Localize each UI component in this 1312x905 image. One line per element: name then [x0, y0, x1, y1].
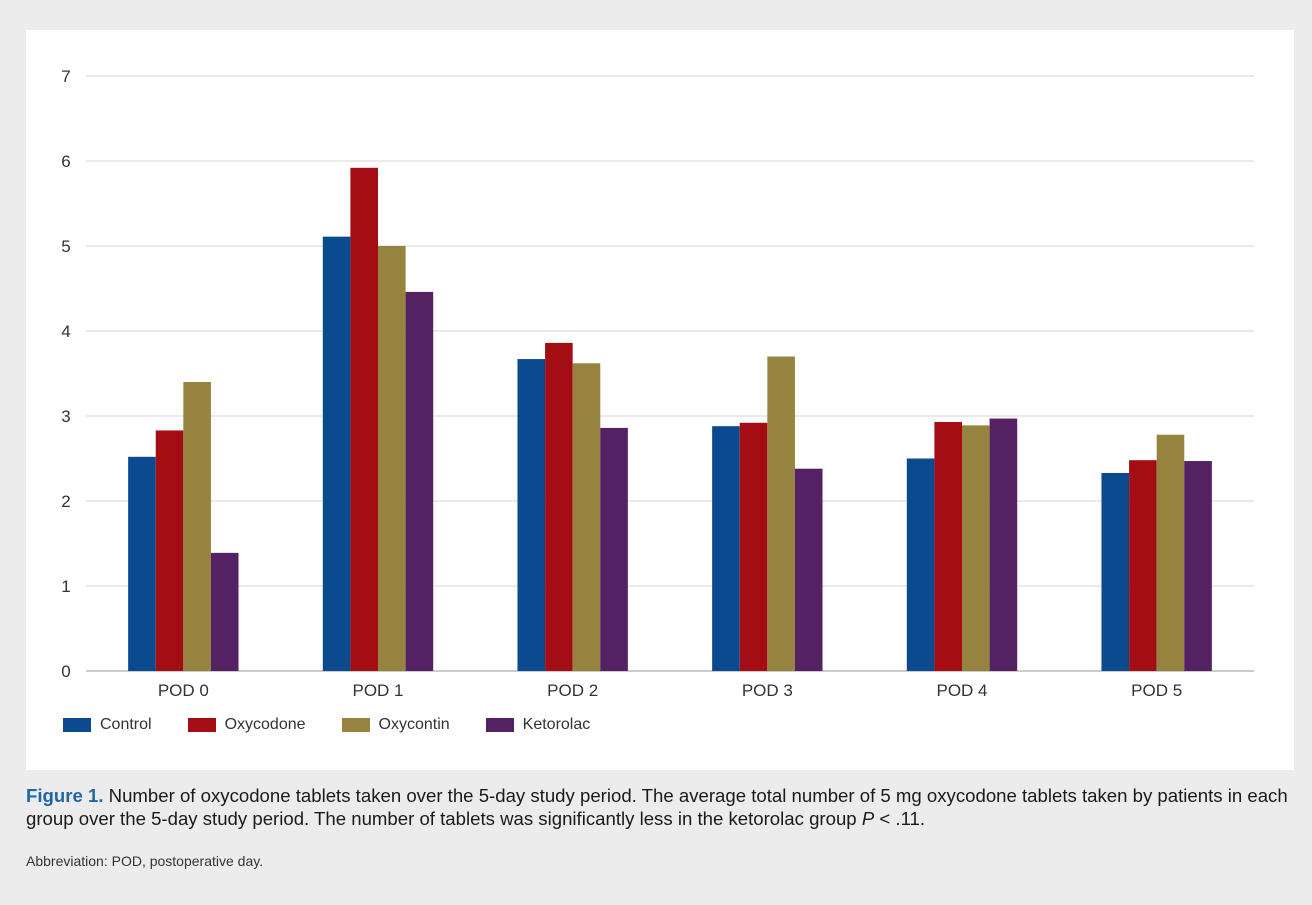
x-tick-label: POD 1 — [352, 681, 403, 700]
bar-ketorolac — [1184, 461, 1212, 671]
legend-label: Oxycontin — [378, 716, 450, 733]
y-tick-label: 3 — [61, 407, 70, 426]
bar-ketorolac — [210, 552, 239, 671]
bar-oxycodone — [934, 421, 962, 671]
bar-control — [517, 359, 546, 671]
bar-oxycodone — [350, 167, 378, 672]
p-value: < .11. — [874, 808, 926, 829]
legend-item: Ketorolac — [485, 716, 591, 734]
bar-oxycodone — [739, 422, 768, 671]
legend-swatch — [63, 718, 91, 732]
legend-label: Oxycodone — [224, 716, 306, 733]
bar-oxycontin — [1156, 434, 1185, 671]
bar-oxycontin — [378, 246, 406, 671]
bar-control — [906, 458, 935, 671]
y-tick-label: 6 — [61, 152, 70, 171]
y-tick-label: 4 — [61, 322, 70, 341]
x-tick-label: POD 0 — [158, 681, 209, 700]
y-tick-label: 2 — [61, 492, 70, 511]
legend-swatch — [485, 718, 514, 732]
legend-label: Control — [100, 716, 152, 733]
abbreviation-note: Abbreviation: POD, postoperative day. — [26, 853, 264, 869]
legend-item: Oxycontin — [341, 716, 450, 734]
bar-oxycontin — [572, 363, 601, 671]
legend-swatch — [341, 718, 370, 732]
legend-label: Ketorolac — [522, 716, 591, 733]
y-tick-label: 0 — [61, 662, 70, 681]
bar-oxycontin — [183, 382, 211, 671]
x-tick-label: POD 2 — [547, 681, 598, 700]
bar-control — [128, 456, 156, 671]
y-tick-label: 7 — [61, 67, 70, 86]
y-tick-label: 1 — [61, 577, 70, 596]
x-tick-label: POD 5 — [1131, 681, 1182, 700]
figure-label: Figure 1. — [26, 785, 104, 806]
bar-control — [1101, 472, 1130, 671]
figure-caption: Figure 1. Number of oxycodone tablets ta… — [26, 784, 1300, 830]
bar-oxycontin — [767, 356, 795, 671]
y-tick-label: 5 — [61, 237, 70, 256]
chart-legend: Control Oxycodone Oxycontin Ketorolac — [63, 716, 590, 734]
bar-oxycontin — [962, 425, 990, 671]
bar-ketorolac — [600, 427, 628, 671]
chart-panel: 0 1 2 3 4 5 6 7 POD 0 POD 1 POD 2 POD 3 POD 4 POD 5 C… — [26, 30, 1294, 770]
x-tick-label: POD 3 — [742, 681, 793, 700]
p-label: P — [861, 808, 875, 829]
bar-ketorolac — [794, 468, 823, 671]
legend-item: Control — [63, 716, 152, 734]
legend-item: Oxycodone — [187, 716, 306, 734]
bar-ketorolac — [989, 418, 1018, 671]
caption-text: Number of oxycodone tablets taken over t… — [26, 785, 1288, 829]
bar-control — [712, 426, 740, 671]
bar-oxycodone — [545, 342, 573, 671]
x-tick-label: POD 4 — [936, 681, 987, 700]
bar-oxycodone — [155, 430, 184, 671]
bar-oxycodone — [1129, 460, 1157, 671]
legend-swatch — [187, 718, 216, 732]
bar-ketorolac — [405, 291, 434, 671]
bar-chart: 0 1 2 3 4 5 6 7 POD 0 POD 1 POD 2 POD 3 POD 4 POD 5 — [61, 67, 1254, 700]
bar-control — [322, 236, 351, 671]
